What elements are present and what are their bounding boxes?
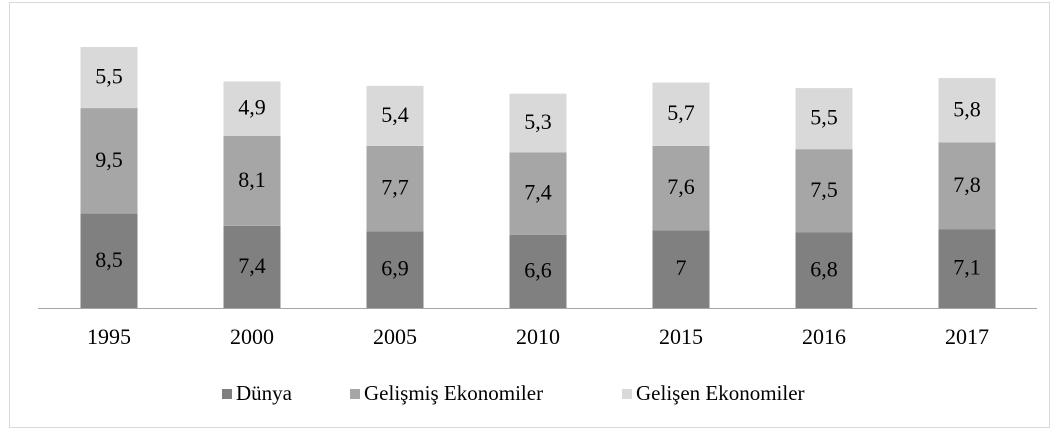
bar-segment — [938, 78, 996, 143]
data-label: 5,8 — [953, 96, 981, 121]
bar-segment — [366, 145, 424, 232]
data-label: 7,7 — [381, 175, 409, 200]
data-label: 7,4 — [524, 180, 552, 205]
legend-swatch — [350, 389, 360, 399]
data-label: 6,6 — [524, 257, 552, 282]
bar-segment — [795, 232, 853, 308]
legend-label: Gelişen Ekonomiler — [636, 381, 805, 405]
bar-segment — [223, 81, 281, 136]
x-tick-label: 2010 — [516, 324, 560, 349]
bar-segment — [509, 234, 567, 308]
data-label: 7,8 — [953, 172, 981, 197]
data-label: 7,6 — [667, 174, 695, 199]
data-label: 5,5 — [95, 64, 123, 89]
bar-segment — [223, 135, 281, 226]
legend-label: Gelişmiş Ekonomiler — [364, 381, 543, 405]
legend-label: Dünya — [236, 381, 293, 405]
x-tick-label: 1995 — [87, 324, 131, 349]
bar-segment — [652, 82, 710, 146]
bar-segment — [509, 93, 567, 153]
x-tick-label: 2017 — [945, 324, 989, 349]
data-label: 7,4 — [238, 253, 266, 278]
bar-segment — [80, 108, 138, 214]
bar-segment — [80, 213, 138, 308]
bar-segment — [223, 225, 281, 308]
data-label: 7 — [676, 255, 687, 280]
data-label: 5,5 — [810, 105, 838, 130]
bar-segment — [80, 47, 138, 109]
x-tick-label: 2005 — [373, 324, 417, 349]
data-label: 8,5 — [95, 247, 123, 272]
data-label: 6,9 — [381, 256, 409, 281]
data-label: 7,1 — [953, 255, 981, 280]
data-label: 5,4 — [381, 102, 409, 127]
data-label: 9,5 — [95, 147, 123, 172]
x-tick-label: 2000 — [230, 324, 274, 349]
data-label: 5,7 — [667, 100, 695, 125]
bar-segment — [652, 145, 710, 231]
x-tick-label: 2016 — [802, 324, 846, 349]
bar-segment — [938, 229, 996, 308]
data-label: 4,9 — [238, 95, 266, 120]
bar-segment — [938, 142, 996, 230]
data-label: 5,3 — [524, 109, 552, 134]
legend-swatch — [222, 389, 232, 399]
bar-segment — [652, 230, 710, 308]
data-label: 7,5 — [810, 177, 838, 202]
x-tick-label: 2015 — [659, 324, 703, 349]
bar-segment — [509, 152, 567, 235]
bar-segment — [795, 149, 853, 233]
bar-segment — [366, 85, 424, 146]
data-label: 6,8 — [810, 256, 838, 281]
bar-segment — [795, 88, 853, 150]
data-label: 8,1 — [238, 167, 266, 192]
legend-swatch — [622, 389, 632, 399]
bar-segment — [366, 231, 424, 308]
